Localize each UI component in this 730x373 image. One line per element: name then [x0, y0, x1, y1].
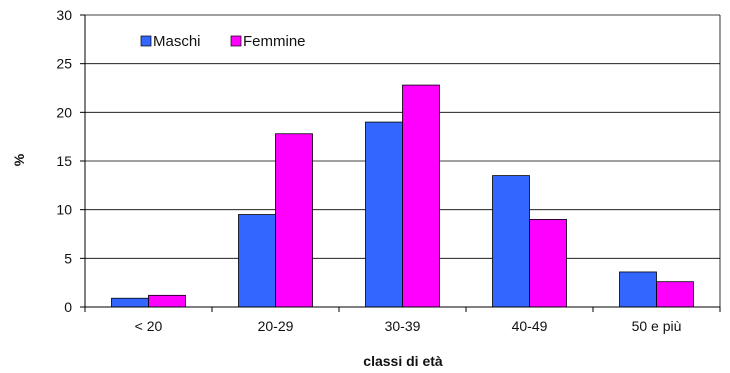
y-tick-label-10: 10	[56, 202, 72, 218]
y-tick-label-20: 20	[56, 104, 72, 120]
bar-maschi-0	[111, 297, 149, 308]
bar-femmine-2	[402, 84, 440, 308]
legend-label-femmine: Femmine	[243, 33, 306, 50]
y-tick-label-15: 15	[56, 153, 72, 169]
x-tick-label-3: 40-49	[512, 318, 548, 334]
y-tick-label-0: 0	[64, 299, 72, 315]
bar-femmine-0	[148, 294, 186, 308]
y-tick-label-5: 5	[64, 250, 72, 266]
y-tick-label-25: 25	[56, 56, 72, 72]
x-tick-label-1: 20-29	[258, 318, 294, 334]
bar-maschi-3	[492, 175, 530, 308]
y-tick-labels: 0 5 10 15 20 25 30	[56, 7, 85, 315]
bar-maschi-4	[619, 271, 657, 308]
bars	[111, 84, 694, 308]
x-tick-labels: < 20 20-29 30-39 40-49 50 e più	[135, 318, 682, 334]
legend-swatch-maschi	[140, 35, 152, 47]
y-tick-label-30: 30	[56, 7, 72, 23]
y-axis-title: %	[11, 153, 27, 166]
bar-maschi-2	[365, 121, 403, 308]
x-tick-label-4: 50 e più	[632, 318, 682, 334]
x-tick-label-0: < 20	[135, 318, 163, 334]
bar-femmine-3	[529, 218, 567, 308]
legend: Maschi Femmine	[140, 33, 306, 50]
bar-maschi-1	[238, 214, 276, 308]
x-tick-label-2: 30-39	[385, 318, 421, 334]
bar-femmine-4	[656, 281, 694, 308]
bar-femmine-1	[275, 133, 313, 308]
x-axis-title: classi di età	[363, 353, 443, 369]
legend-swatch-femmine	[230, 35, 242, 47]
legend-label-maschi: Maschi	[153, 33, 201, 50]
